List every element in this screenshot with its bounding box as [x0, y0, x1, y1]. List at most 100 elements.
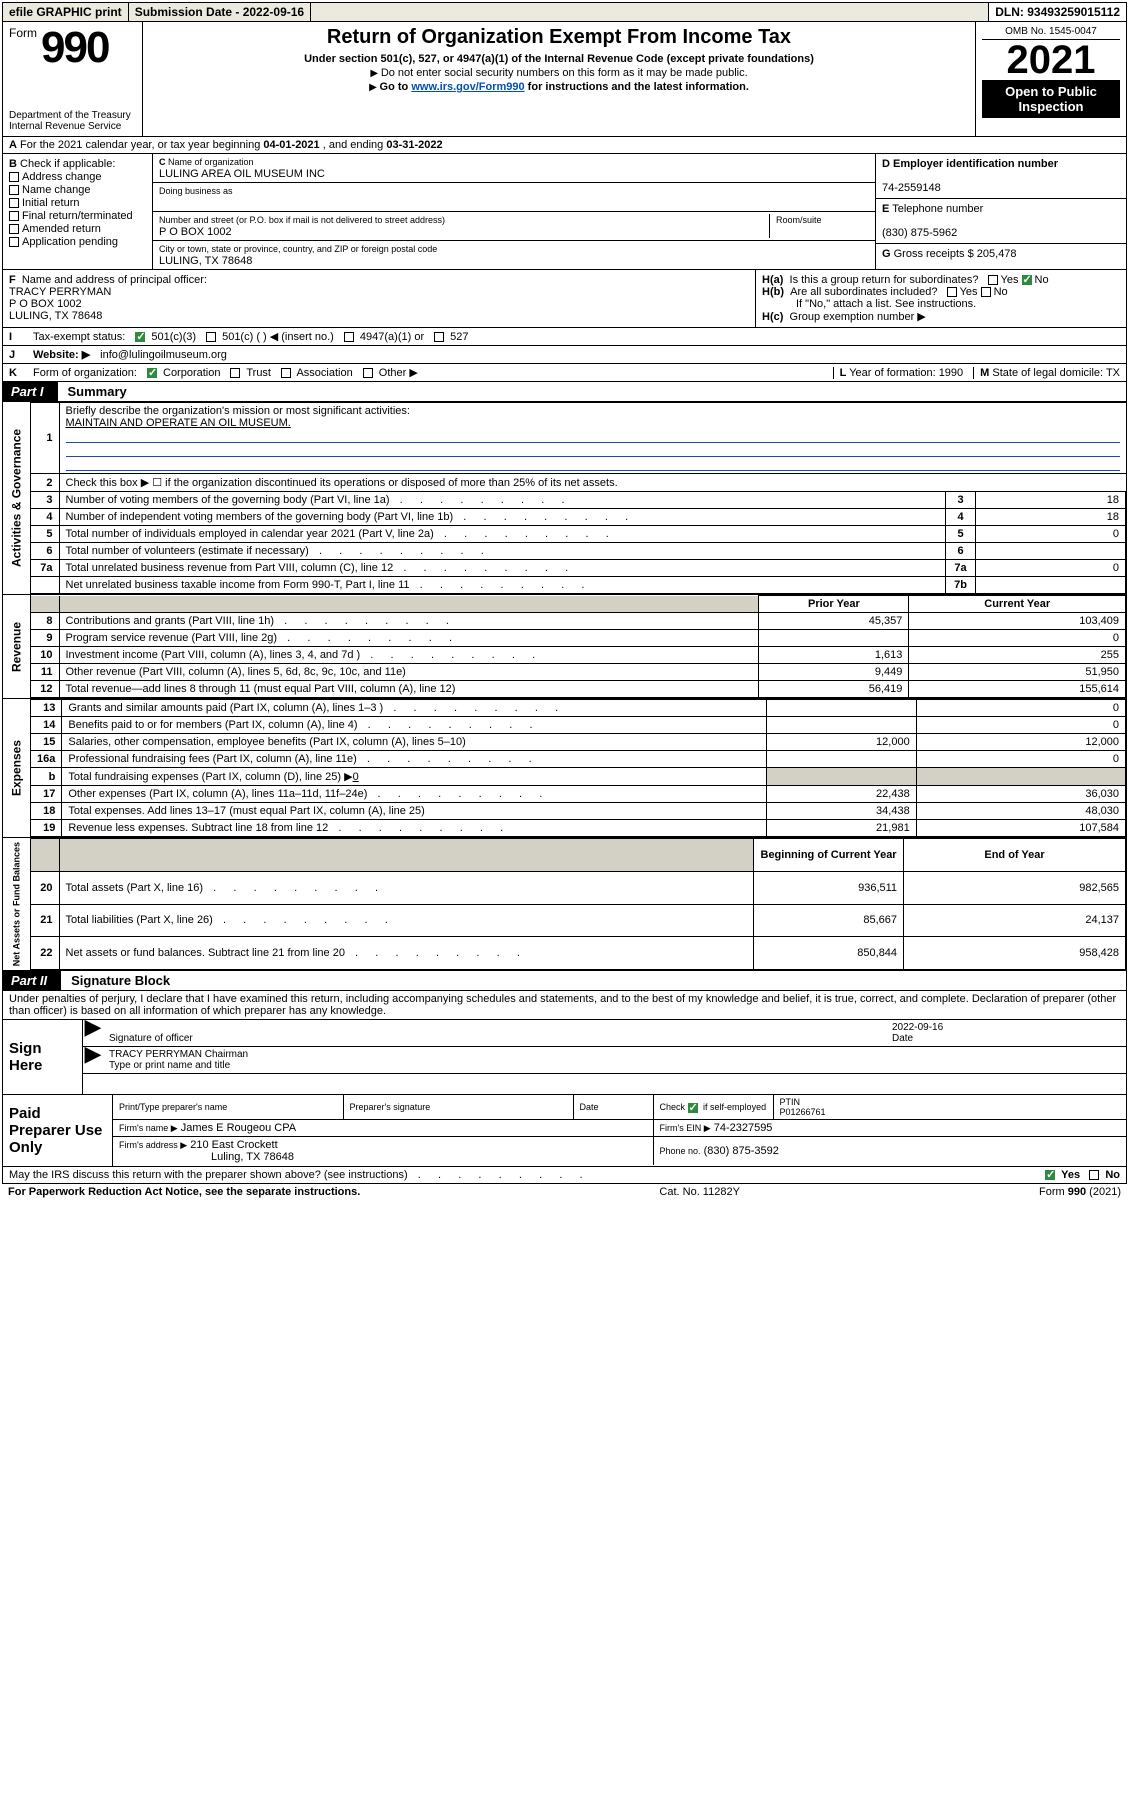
chk-501c3[interactable] — [135, 332, 145, 342]
m-label: State of legal domicile: — [992, 367, 1103, 379]
chk-amended-return[interactable]: Amended return — [9, 223, 146, 235]
footer-right: Form 990 (2021) — [1039, 1186, 1121, 1198]
topbar-spacer — [311, 3, 989, 21]
l10-prior: 1,613 — [759, 647, 909, 664]
efile-print-button[interactable]: efile GRAPHIC print — [3, 3, 129, 21]
part1-header: Part I Summary — [2, 382, 1127, 402]
l14-prior — [766, 717, 916, 734]
l16a-curr: 0 — [916, 751, 1125, 768]
page-footer: For Paperwork Reduction Act Notice, see … — [2, 1184, 1127, 1200]
l22-curr: 958,428 — [904, 937, 1126, 970]
ha-no: No — [1035, 274, 1049, 286]
revenue-table: Prior YearCurrent Year 8Contributions an… — [31, 595, 1126, 698]
officer-printed-name: TRACY PERRYMAN Chairman — [109, 1049, 248, 1060]
firm-ein-label: Firm's EIN ▶ — [660, 1123, 711, 1133]
l4-value: 18 — [976, 509, 1126, 526]
current-year-hdr: Current Year — [909, 596, 1126, 613]
section-klm: K Form of organization: Corporation Trus… — [2, 364, 1127, 382]
hb-note: If "No," attach a list. See instructions… — [796, 298, 976, 310]
phone-value: (830) 875-5962 — [882, 227, 957, 239]
l7a-value: 0 — [976, 560, 1126, 577]
chk-name-change[interactable]: Name change — [9, 184, 146, 196]
l10-text: Investment income (Part VIII, column (A)… — [66, 649, 538, 661]
l17-curr: 36,030 — [916, 786, 1125, 803]
firm-addr: 210 East Crockett — [190, 1139, 277, 1151]
section-j: J Website: ▶ info@lulingoilmuseum.org — [2, 346, 1127, 364]
chk-trust[interactable] — [230, 368, 240, 378]
prep-h4: Check if self-employed — [653, 1095, 773, 1120]
l21-text: Total liabilities (Part X, line 26) — [66, 914, 390, 926]
ptin-value: P01266761 — [780, 1107, 826, 1117]
irs-link[interactable]: www.irs.gov/Form990 — [411, 81, 524, 93]
chk-discuss-yes[interactable] — [1045, 1170, 1055, 1180]
instructions-link-line: Go to www.irs.gov/Form990 for instructio… — [149, 81, 969, 93]
goto-pre: Go to — [380, 81, 412, 93]
i-label: Tax-exempt status: — [33, 331, 125, 343]
form-title: Return of Organization Exempt From Incom… — [149, 26, 969, 49]
l4-text: Number of independent voting members of … — [66, 511, 631, 523]
phone-label: Telephone number — [892, 203, 983, 215]
chk-assoc[interactable] — [281, 368, 291, 378]
l12-curr: 155,614 — [909, 681, 1126, 698]
l12-prior: 56,419 — [759, 681, 909, 698]
perjury-text: Under penalties of perjury, I declare th… — [2, 991, 1127, 1020]
tax-year: 2021 — [982, 40, 1120, 80]
netassets-table: Beginning of Current YearEnd of Year 20T… — [31, 838, 1126, 970]
l3-text: Number of voting members of the governin… — [66, 494, 567, 506]
chk-final-return[interactable]: Final return/terminated — [9, 210, 146, 222]
gross-value: 205,478 — [977, 248, 1017, 260]
l1-label: Briefly describe the organization's miss… — [66, 405, 410, 417]
l9-text: Program service revenue (Part VIII, line… — [66, 632, 455, 644]
chk-address-change[interactable]: Address change — [9, 171, 146, 183]
firm-city: Luling, TX 78648 — [211, 1151, 294, 1163]
l13-curr: 0 — [916, 700, 1125, 717]
a-mid: , and ending — [323, 139, 387, 151]
gross-label: Gross receipts $ — [894, 248, 974, 260]
a-end: 03-31-2022 — [386, 139, 442, 151]
l8-text: Contributions and grants (Part VIII, lin… — [66, 615, 451, 627]
l6-value — [976, 543, 1126, 560]
l2-text: Check this box ▶ ☐ if the organization d… — [59, 474, 1126, 492]
l7a-text: Total unrelated business revenue from Pa… — [66, 562, 571, 574]
city-value: LULING, TX 78648 — [159, 255, 252, 267]
prep-h2: Preparer's signature — [343, 1095, 573, 1120]
l5-value: 0 — [976, 526, 1126, 543]
prior-year-hdr: Prior Year — [759, 596, 909, 613]
l22-text: Net assets or fund balances. Subtract li… — [66, 947, 522, 959]
chk-501c[interactable] — [206, 332, 216, 342]
submission-date-button[interactable]: Submission Date - 2022-09-16 — [129, 3, 311, 21]
ssn-warning: Do not enter social security numbers on … — [149, 67, 969, 79]
l5-text: Total number of individuals employed in … — [66, 528, 611, 540]
part1-tag: Part I — [3, 382, 58, 401]
chk-other[interactable] — [363, 368, 373, 378]
form-number: 990 — [41, 26, 108, 70]
chk-4947[interactable] — [344, 332, 354, 342]
chk-application-pending[interactable]: Application pending — [9, 236, 146, 248]
l17-prior: 22,438 — [766, 786, 916, 803]
eoy-hdr: End of Year — [904, 839, 1126, 872]
chk-527[interactable] — [434, 332, 444, 342]
l10-curr: 255 — [909, 647, 1126, 664]
prep-h5: PTINP01266761 — [773, 1095, 1126, 1120]
side-expenses: Expenses — [3, 699, 31, 837]
side-governance: Activities & Governance — [3, 402, 31, 594]
l18-prior: 34,438 — [766, 803, 916, 820]
officer-name: TRACY PERRYMAN — [9, 286, 111, 298]
l15-prior: 12,000 — [766, 734, 916, 751]
chk-discuss-no[interactable] — [1089, 1170, 1099, 1180]
l15-text: Salaries, other compensation, employee b… — [68, 736, 465, 748]
l11-curr: 51,950 — [909, 664, 1126, 681]
sig-date: 2022-09-16 — [892, 1022, 943, 1033]
chk-corp[interactable] — [147, 368, 157, 378]
sign-arrow2-icon: ▶ — [83, 1047, 103, 1074]
chk-initial-return[interactable]: Initial return — [9, 197, 146, 209]
part2-tag: Part II — [3, 971, 61, 990]
chk-self-employed[interactable] — [688, 1103, 698, 1113]
firm-name-label: Firm's name ▶ — [119, 1123, 178, 1133]
l18-curr: 48,030 — [916, 803, 1125, 820]
a-pre: For the 2021 calendar year, or tax year … — [20, 139, 263, 151]
governance-table: 1 Briefly describe the organization's mi… — [31, 402, 1126, 594]
section-c: C Name of organization LULING AREA OIL M… — [153, 154, 876, 269]
sig-date-label: Date — [892, 1033, 913, 1044]
l13-prior — [766, 700, 916, 717]
